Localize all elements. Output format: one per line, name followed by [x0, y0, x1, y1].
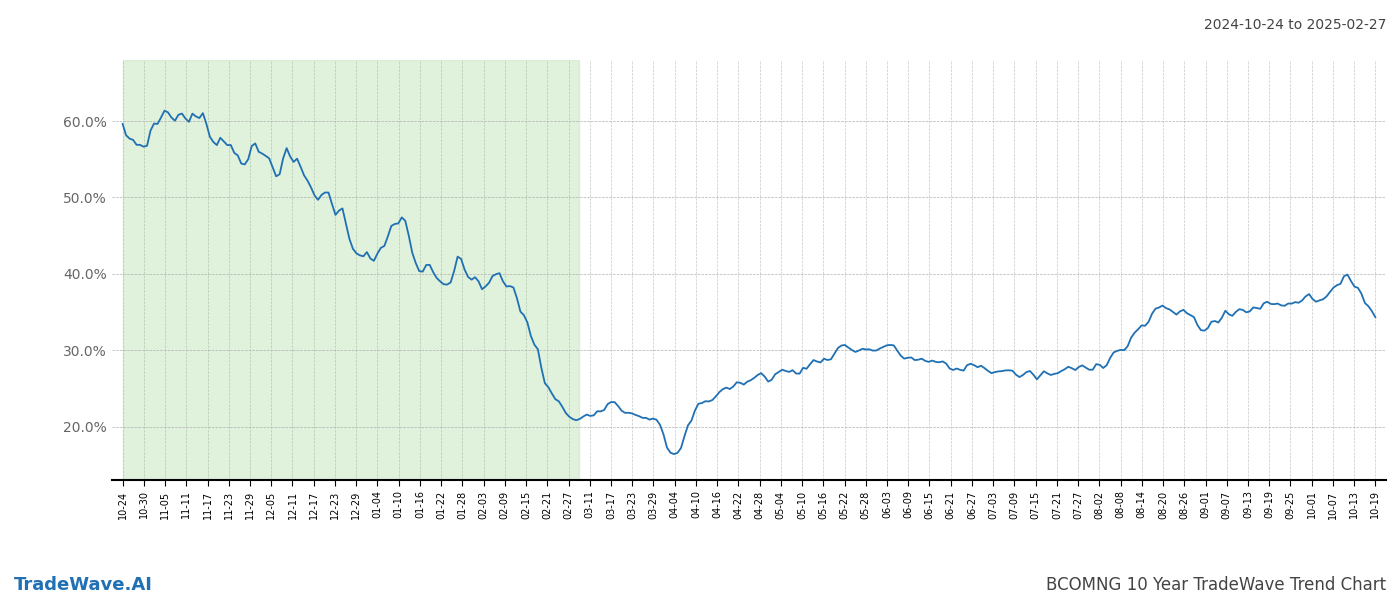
Text: BCOMNG 10 Year TradeWave Trend Chart: BCOMNG 10 Year TradeWave Trend Chart	[1046, 576, 1386, 594]
Bar	[123, 60, 580, 480]
Text: TradeWave.AI: TradeWave.AI	[14, 576, 153, 594]
Text: 2024-10-24 to 2025-02-27: 2024-10-24 to 2025-02-27	[1204, 18, 1386, 32]
